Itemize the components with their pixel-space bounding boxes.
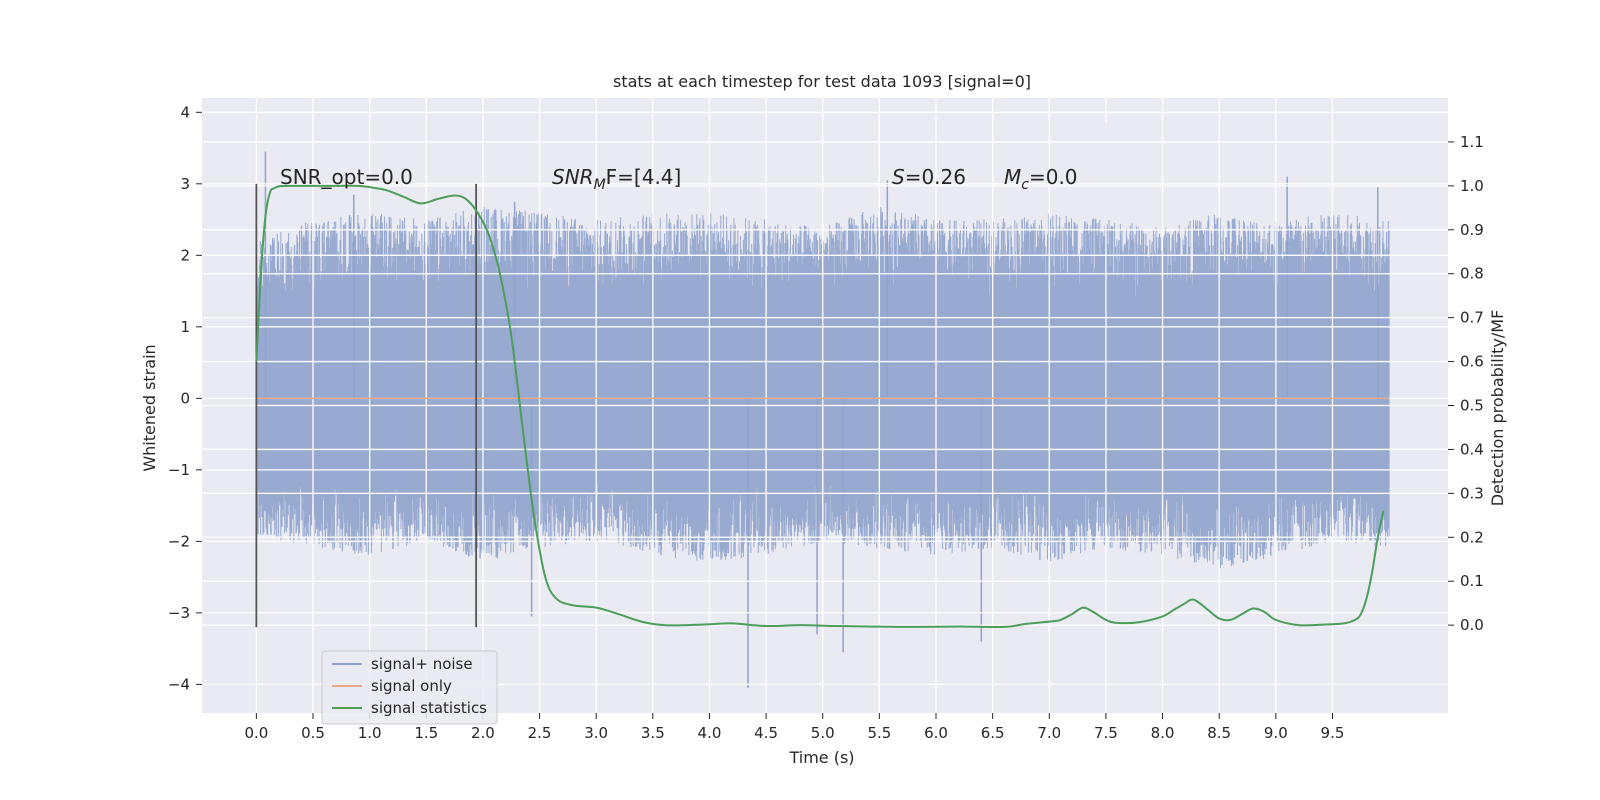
x-tick-label: 3.0 (584, 724, 608, 742)
annotation-snr-mf: SNRMF=[4.4] (552, 165, 681, 193)
annotation-snr-mf-base: SNR (552, 165, 594, 189)
x-tick-label: 0.0 (244, 724, 268, 742)
x-tick-label: 6.5 (981, 724, 1005, 742)
annotation-snr-mf-sub: M (594, 177, 606, 193)
x-tick-label: 0.5 (301, 724, 325, 742)
y2-tick-label: 1.1 (1460, 133, 1484, 151)
x-tick-label: 8.0 (1151, 724, 1175, 742)
y-tick-label: −3 (168, 604, 190, 622)
x-tick-label: 6.0 (924, 724, 948, 742)
axes-layer: 0.0 0.5 1.0 1.5 2.0 2.5 3.0 3.5 4.0 4.5 5.0 5.5 6.0 6… (168, 103, 1484, 742)
y2-axis-label: Detection probability/MF (1488, 310, 1507, 507)
y2-tick-label: 0.8 (1460, 265, 1484, 283)
y-tick-label: 2 (180, 246, 190, 264)
y2-tick-label: 0.6 (1460, 353, 1484, 371)
annotation-snr-opt: SNR_opt=0.0 (280, 165, 413, 189)
y2-tick-label: 0.0 (1460, 616, 1484, 634)
y-tick-label: 4 (180, 103, 190, 121)
x-tick-label: 7.5 (1094, 724, 1118, 742)
annotation-s: S=0.26 (892, 165, 966, 189)
x-tick-label: 2.0 (471, 724, 495, 742)
legend-label-signal-noise: signal+ noise (371, 655, 473, 673)
annotation-mc-var: M (1004, 165, 1021, 189)
y-tick-label: −4 (168, 675, 190, 693)
annotation-mc-val: =0.0 (1029, 165, 1078, 189)
x-tick-label: 4.0 (698, 724, 722, 742)
x-axis-label: Time (s) (788, 748, 854, 767)
x-tick-label: 8.5 (1207, 724, 1231, 742)
y2-tick-label: 0.1 (1460, 572, 1484, 590)
annotation-mc: Mc=0.0 (1004, 165, 1078, 193)
series-layer (255, 183, 1390, 629)
y2-tick-label: 0.5 (1460, 397, 1484, 415)
annotation-s-var: S (892, 165, 905, 189)
y-tick-label: −1 (168, 461, 190, 479)
legend-label-signal-statistics: signal statistics (371, 699, 487, 717)
y2-tick-label: 0.9 (1460, 221, 1484, 239)
annotation-snr-mf-rest: F=[4.4] (606, 165, 682, 189)
x-tick-label: 9.5 (1321, 724, 1345, 742)
chart-title: stats at each timestep for test data 109… (613, 72, 1031, 91)
x-tick-label: 2.5 (528, 724, 552, 742)
x-tick-label: 1.0 (358, 724, 382, 742)
y2-tick-label: 1.0 (1460, 177, 1484, 195)
x-tick-label: 5.5 (867, 724, 891, 742)
y2-tick-label: 0.4 (1460, 440, 1484, 458)
y-tick-label: −2 (168, 532, 190, 550)
y2-tick-label: 0.3 (1460, 484, 1484, 502)
y2-tick-label: 0.7 (1460, 309, 1484, 327)
legend-box (321, 650, 498, 725)
annotation-s-val: =0.26 (905, 165, 966, 189)
y-axis-label: Whitened strain (140, 344, 159, 471)
grid-layer (202, 98, 1448, 713)
legend-label-signal-only: signal only (371, 677, 452, 695)
x-tick-label: 3.5 (641, 724, 665, 742)
x-tick-label: 4.5 (754, 724, 778, 742)
y-tick-label: 1 (180, 318, 190, 336)
signal-statistics-line (255, 184, 1385, 629)
y-tick-label: 0 (180, 389, 190, 407)
x-tick-label: 5.0 (811, 724, 835, 742)
x-tick-label: 7.0 (1037, 724, 1061, 742)
x-tick-label: 1.5 (414, 724, 438, 742)
x-tick-label: 9.0 (1264, 724, 1288, 742)
legend: signal+ noise signal only signal statist… (321, 650, 498, 725)
y2-tick-label: 0.2 (1460, 528, 1484, 546)
annotation-mc-sub: c (1021, 177, 1029, 193)
y-tick-label: 3 (180, 175, 190, 193)
